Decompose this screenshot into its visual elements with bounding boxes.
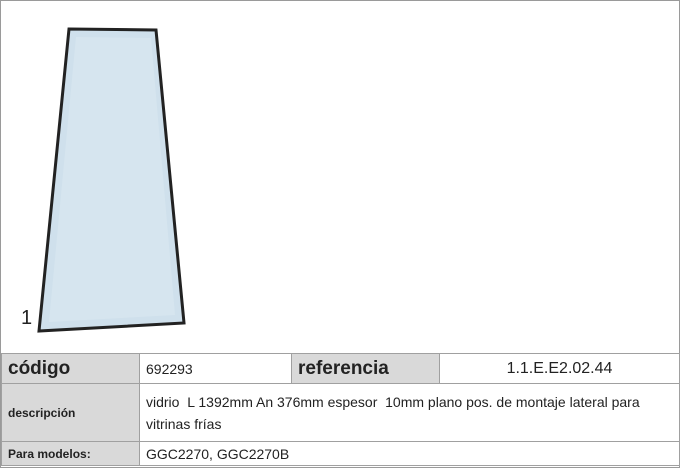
value-cell: 692293	[139, 353, 292, 384]
image-label: 1	[21, 307, 33, 329]
row: Para modelos: GGC2270, GGC2270B	[1, 441, 680, 466]
glass-highlight	[49, 37, 175, 322]
label-cell: referencia	[291, 353, 440, 384]
row: código 692293 referencia 1.1.E.E2.02.44	[1, 353, 680, 384]
label-cell: Para modelos:	[1, 441, 140, 466]
image-area: 1	[1, 1, 679, 353]
value-cell: vidrio L 1392mm An 376mm espesor 10mm pl…	[139, 383, 680, 442]
product-image	[37, 27, 186, 333]
value-cell: GGC2270, GGC2270B	[139, 441, 680, 466]
row: descripción vidrio L 1392mm An 376mm esp…	[1, 383, 680, 442]
label-cell: código	[1, 353, 140, 384]
spec-table: código 692293 referencia 1.1.E.E2.02.44 …	[1, 353, 680, 466]
value-cell: 1.1.E.E2.02.44	[439, 353, 680, 384]
label-cell: descripción	[1, 383, 140, 442]
